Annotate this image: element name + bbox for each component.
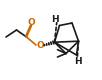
Text: O: O bbox=[36, 41, 44, 50]
Text: H: H bbox=[51, 15, 59, 24]
Text: H: H bbox=[74, 56, 82, 66]
Text: O: O bbox=[28, 18, 36, 26]
